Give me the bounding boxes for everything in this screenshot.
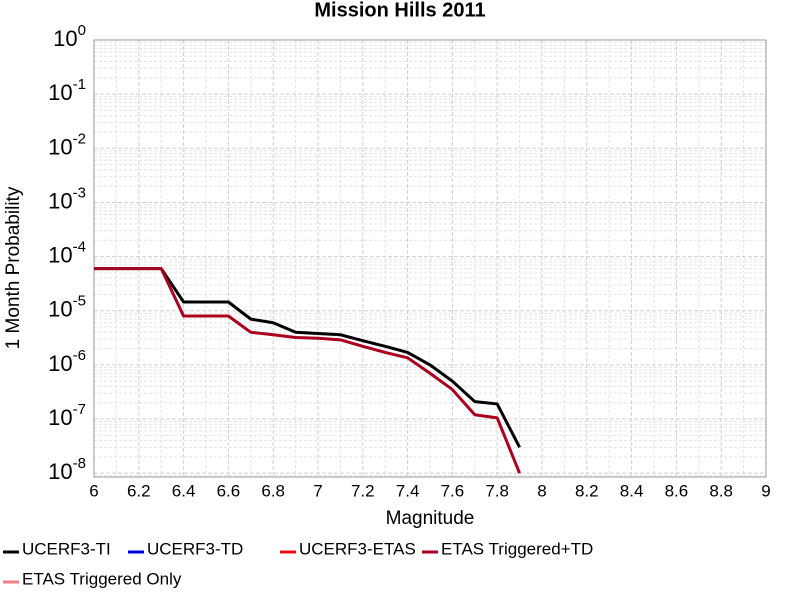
x-tick-label: 8.6 bbox=[665, 481, 689, 500]
x-tick-label: 7.6 bbox=[441, 481, 465, 500]
x-tick-label: 7.8 bbox=[485, 481, 509, 500]
x-tick-label: 8.8 bbox=[709, 481, 733, 500]
y-tick-label: 10-2 bbox=[48, 130, 86, 159]
y-tick-label: 10-5 bbox=[48, 293, 86, 322]
x-tick-label: 6 bbox=[89, 481, 98, 500]
y-tick-label: 10-4 bbox=[48, 239, 86, 268]
x-tick-label: 9 bbox=[761, 481, 770, 500]
plot-border bbox=[93, 39, 767, 478]
legend-label: ETAS Triggered+TD bbox=[441, 539, 593, 558]
x-tick-label: 7 bbox=[313, 481, 322, 500]
y-tick-label: 10-1 bbox=[48, 76, 86, 105]
y-tick-label: 10-8 bbox=[48, 455, 86, 484]
y-tick-label: 10-6 bbox=[48, 347, 86, 376]
y-tick-label: 10-3 bbox=[48, 184, 86, 213]
x-axis-label: Magnitude bbox=[386, 508, 475, 529]
series-line bbox=[94, 267, 521, 474]
x-tick-label: 7.2 bbox=[351, 481, 375, 500]
y-tick-label: 10-7 bbox=[48, 401, 86, 430]
y-axis-label: 1 Month Probability bbox=[3, 186, 24, 349]
x-tick-label: 6.6 bbox=[217, 481, 241, 500]
legend-label: ETAS Triggered Only bbox=[22, 569, 182, 588]
x-tick-label: 8.4 bbox=[620, 481, 644, 500]
x-tick-label: 8.2 bbox=[575, 481, 599, 500]
x-tick-label: 6.4 bbox=[172, 481, 196, 500]
x-tick-label: 6.2 bbox=[127, 481, 151, 500]
x-tick-label: 6.8 bbox=[261, 481, 285, 500]
legend-label: UCERF3-ETAS bbox=[299, 539, 416, 558]
lines bbox=[94, 267, 521, 474]
legend-label: UCERF3-TD bbox=[147, 539, 243, 558]
x-tick-label: 7.4 bbox=[396, 481, 420, 500]
y-tick-label: 100 bbox=[53, 22, 86, 51]
x-tick-label: 8 bbox=[537, 481, 546, 500]
chart-title: Mission Hills 2011 bbox=[314, 0, 485, 21]
legend-label: UCERF3-TI bbox=[22, 539, 111, 558]
